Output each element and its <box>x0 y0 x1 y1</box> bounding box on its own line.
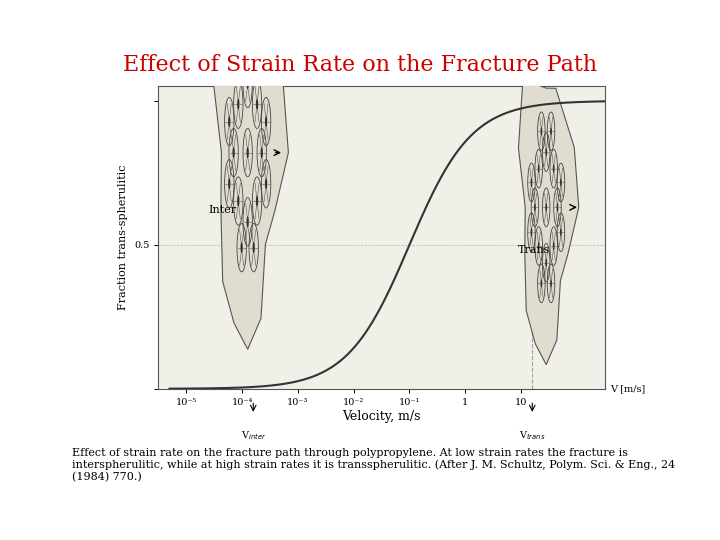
Circle shape <box>246 77 249 90</box>
Circle shape <box>256 195 258 207</box>
Circle shape <box>240 241 243 254</box>
Circle shape <box>550 126 552 136</box>
Text: V [m/s]: V [m/s] <box>611 384 646 393</box>
Text: V$_{inter}$: V$_{inter}$ <box>240 429 266 442</box>
Circle shape <box>545 147 547 157</box>
Polygon shape <box>213 0 289 349</box>
Circle shape <box>253 241 255 254</box>
Circle shape <box>237 98 240 110</box>
Circle shape <box>560 227 562 237</box>
Text: Effect of strain rate on the fracture path through polypropylene. At low strain : Effect of strain rate on the fracture pa… <box>72 448 675 482</box>
Text: Inter: Inter <box>209 205 237 215</box>
Polygon shape <box>518 84 579 364</box>
Circle shape <box>557 202 559 212</box>
X-axis label: Velocity, m/s: Velocity, m/s <box>342 410 421 423</box>
Circle shape <box>265 178 267 190</box>
Circle shape <box>256 98 258 110</box>
Text: Trans: Trans <box>518 246 551 255</box>
Circle shape <box>246 215 249 228</box>
Circle shape <box>550 279 552 288</box>
Circle shape <box>560 178 562 187</box>
Circle shape <box>228 116 230 127</box>
Circle shape <box>545 258 547 267</box>
Circle shape <box>531 178 532 187</box>
Circle shape <box>538 241 540 251</box>
Circle shape <box>534 202 536 212</box>
Circle shape <box>237 195 240 207</box>
Circle shape <box>265 116 267 127</box>
Circle shape <box>553 241 554 251</box>
Circle shape <box>246 146 249 159</box>
Circle shape <box>240 51 243 64</box>
Circle shape <box>541 279 542 288</box>
Circle shape <box>253 51 255 64</box>
Circle shape <box>531 227 532 237</box>
Circle shape <box>228 178 230 190</box>
Circle shape <box>553 164 554 173</box>
Circle shape <box>261 146 263 159</box>
Text: Effect of Strain Rate on the Fracture Path: Effect of Strain Rate on the Fracture Pa… <box>123 54 597 76</box>
Circle shape <box>538 164 540 173</box>
Circle shape <box>541 126 542 136</box>
Circle shape <box>545 202 547 212</box>
Circle shape <box>233 146 235 159</box>
Y-axis label: Fraction trans-spherulitic: Fraction trans-spherulitic <box>119 165 128 310</box>
Text: V$_{trans}$: V$_{trans}$ <box>519 429 546 442</box>
